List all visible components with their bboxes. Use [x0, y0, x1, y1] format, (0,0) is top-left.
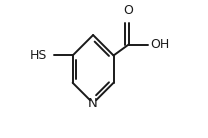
Text: N: N [88, 97, 98, 110]
Text: HS: HS [29, 49, 47, 62]
Text: OH: OH [150, 38, 170, 51]
Text: O: O [124, 4, 134, 17]
